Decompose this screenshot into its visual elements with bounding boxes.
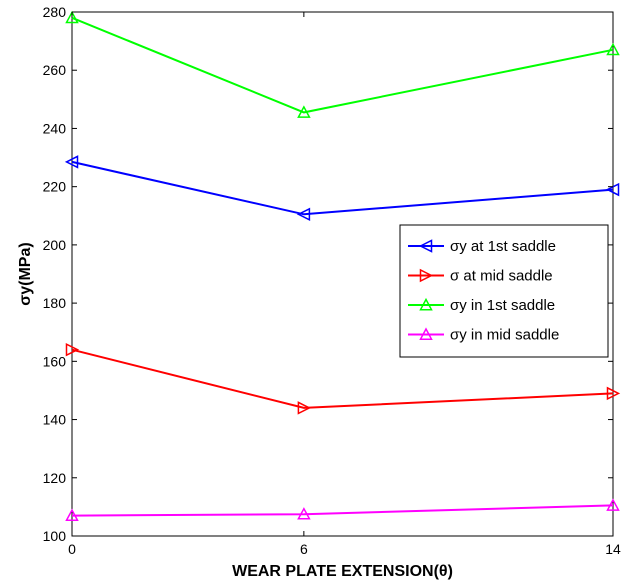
y-tick-label: 140	[43, 412, 67, 428]
data-point-marker	[65, 508, 79, 522]
y-axis-title: σy(MPa)	[17, 242, 34, 305]
legend-marker	[419, 268, 434, 283]
x-tick-label: 0	[68, 541, 76, 557]
y-tick-label: 280	[43, 4, 67, 20]
x-axis-title: WEAR PLATE EXTENSION(θ)	[232, 563, 453, 580]
series-line	[71, 348, 614, 409]
series-line	[71, 160, 614, 216]
y-tick-label: 100	[43, 528, 67, 544]
legend-entry-label: σy at 1st saddle	[450, 238, 556, 255]
legend-entry-label: σy in mid saddle	[450, 327, 559, 344]
data-point-marker	[606, 42, 620, 56]
series-3	[65, 10, 620, 118]
data-point-marker	[297, 105, 311, 118]
y-tick-label: 220	[43, 179, 67, 195]
series-line	[71, 16, 614, 114]
series-2	[65, 342, 621, 415]
y-tick-label: 200	[43, 237, 67, 253]
legend-marker	[419, 297, 433, 311]
data-point-marker	[297, 507, 311, 520]
y-tick-label: 160	[43, 353, 67, 369]
legend-entry-label: σy in 1st saddle	[450, 297, 555, 314]
series-line	[71, 504, 614, 517]
x-tick-label: 14	[605, 541, 621, 557]
data-point-marker	[297, 401, 312, 415]
y-tick-label: 180	[43, 295, 67, 311]
data-point-marker	[606, 498, 620, 511]
y-tick-label: 240	[43, 120, 67, 136]
y-tick-label: 260	[43, 62, 67, 78]
series-1	[64, 155, 620, 222]
data-point-marker	[296, 207, 311, 222]
x-tick-label: 6	[300, 541, 308, 557]
series-4	[65, 498, 620, 522]
data-point-marker	[65, 10, 79, 24]
data-point-marker	[65, 342, 80, 357]
legend-marker	[419, 327, 433, 340]
legend-marker	[418, 239, 433, 253]
legend-entry-label: σ at mid saddle	[450, 268, 553, 285]
data-point-marker	[64, 155, 79, 169]
data-point-marker	[606, 386, 621, 401]
y-tick-label: 120	[43, 470, 67, 486]
